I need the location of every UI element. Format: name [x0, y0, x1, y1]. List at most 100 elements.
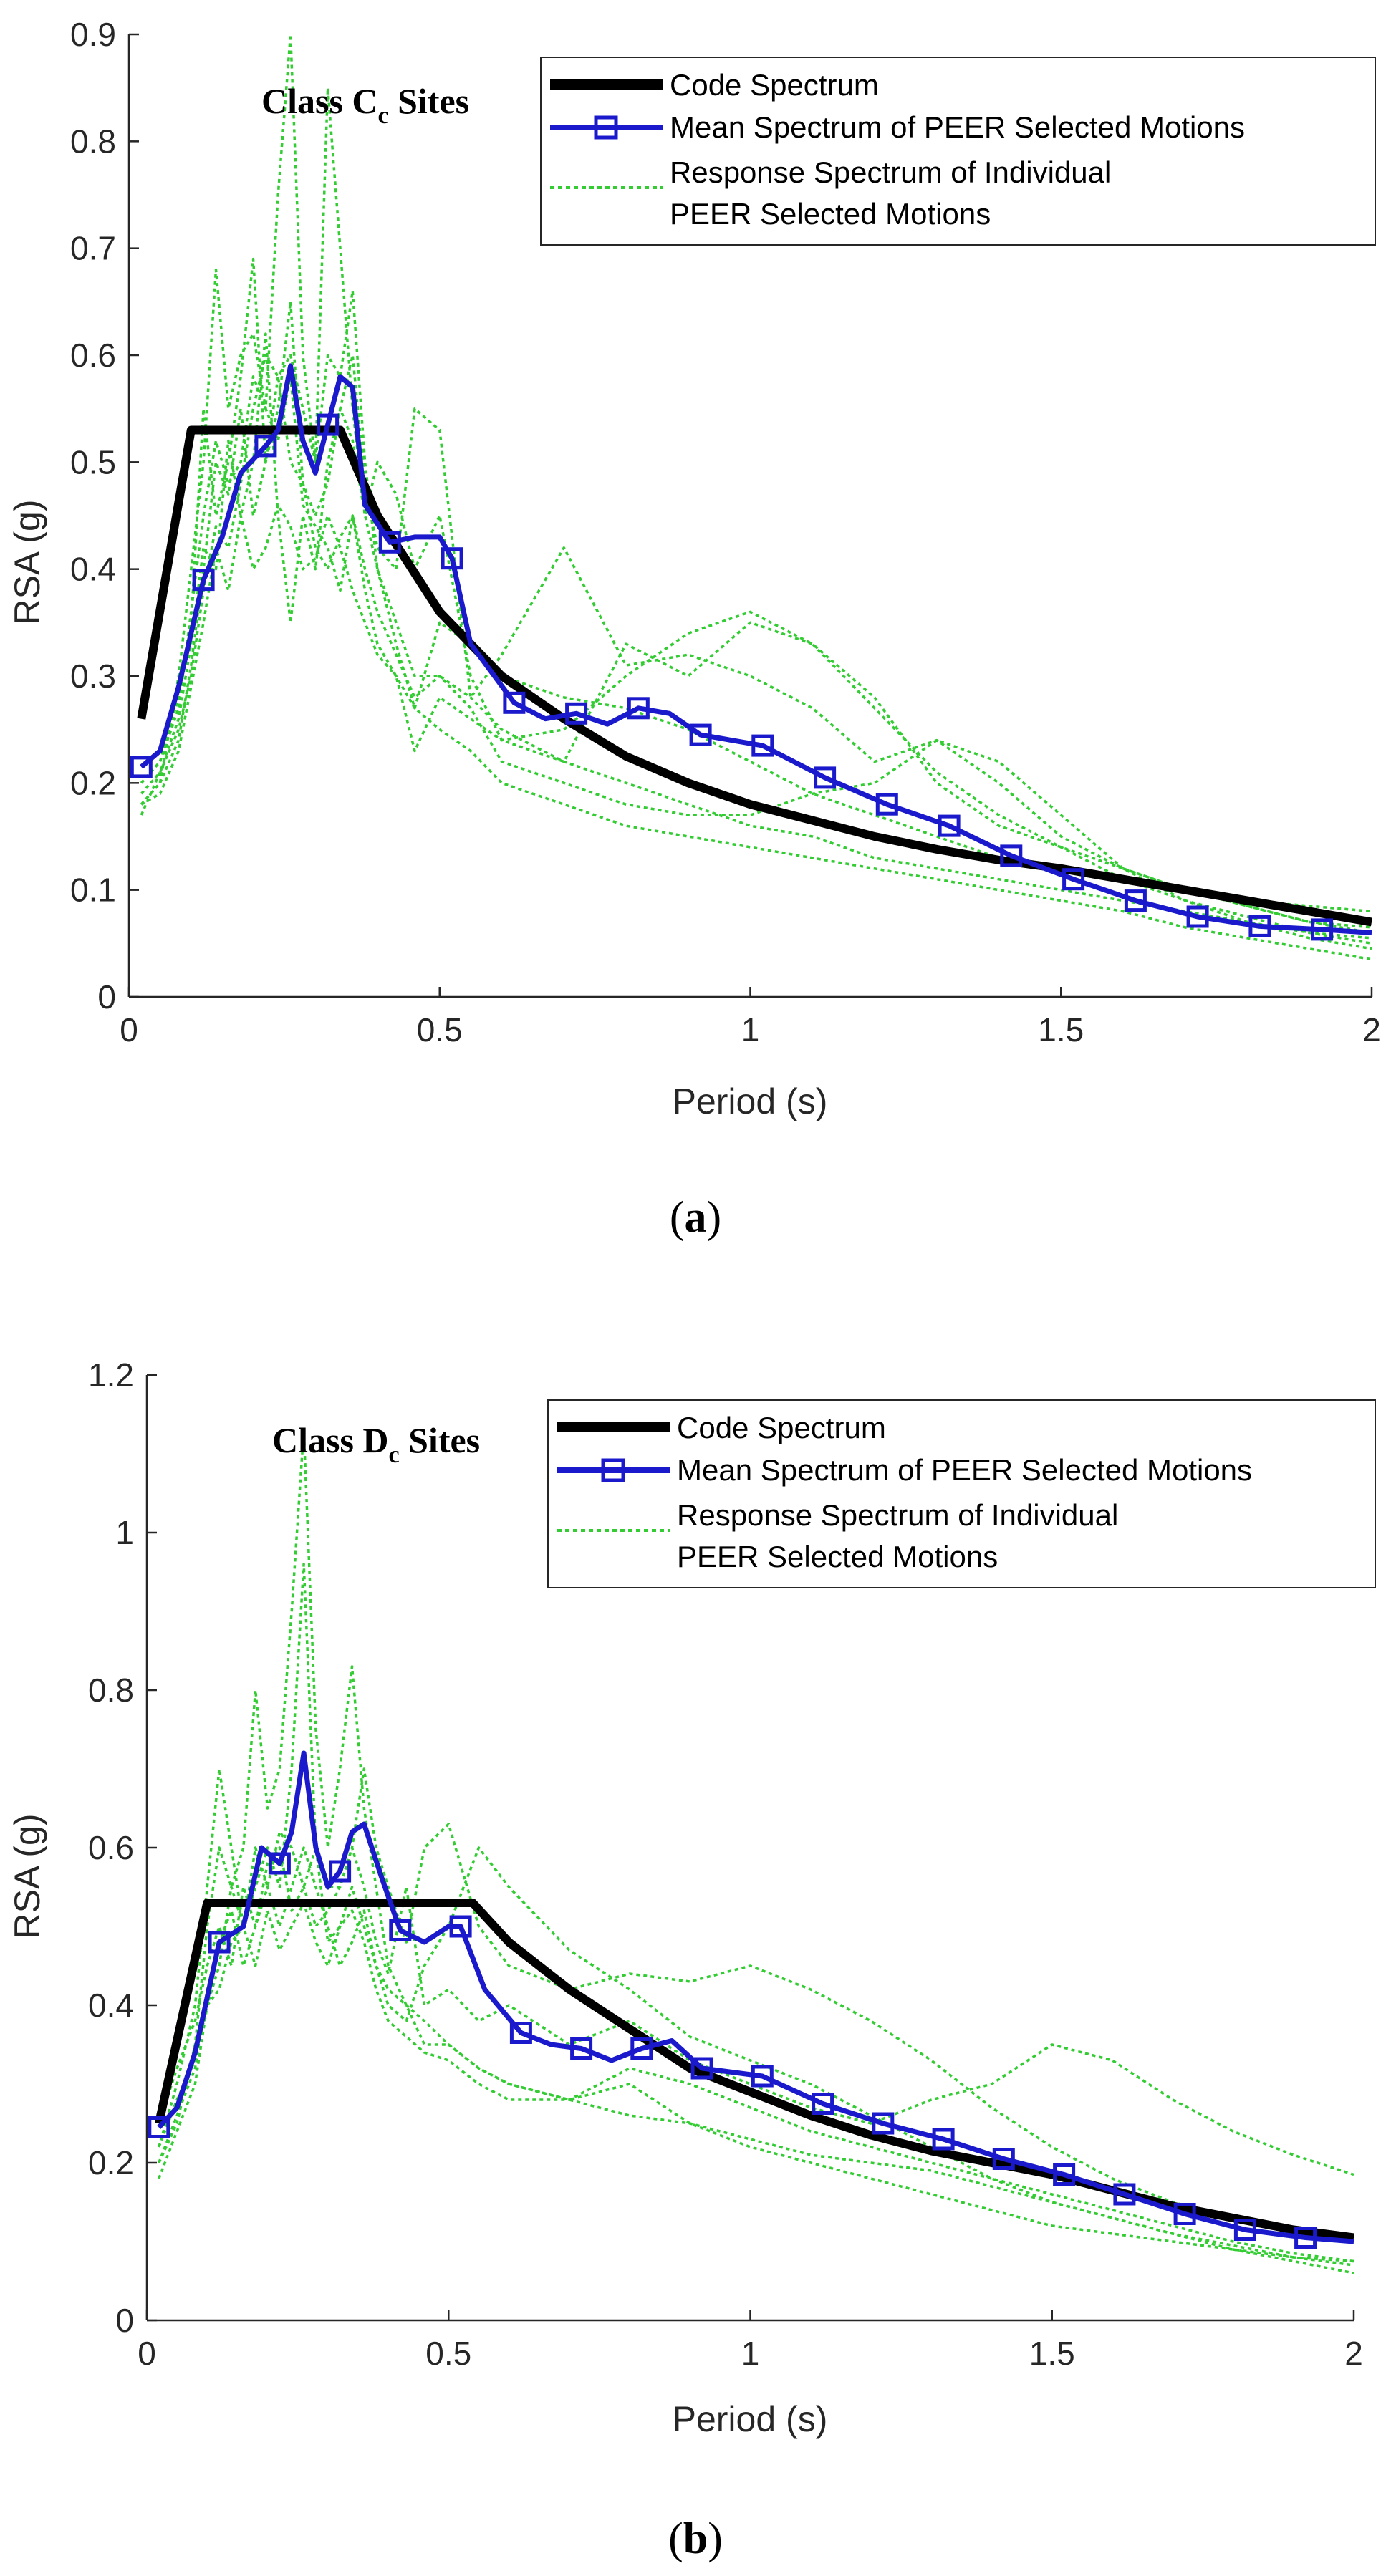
y-tick-label: 0.6	[88, 1829, 134, 1866]
x-axis-label: Period (s)	[673, 1081, 828, 1121]
legend-individual-label-line2: PEER Selected Motions	[677, 1540, 998, 1573]
mean-spectrum-marker	[389, 1919, 412, 1941]
mean-spectrum-marker	[1173, 2203, 1196, 2225]
y-tick-label: 0.1	[70, 872, 116, 909]
y-tick-label: 0.4	[70, 551, 116, 588]
legend: Code Spectrum Mean Spectrum of PEER Sele…	[547, 1399, 1376, 1588]
y-tick-label: 0.8	[88, 1671, 134, 1709]
mean-spectrum-marker	[992, 2148, 1015, 2170]
legend-mean-marker	[601, 1458, 625, 1482]
individual-spectrum-line-3	[158, 1830, 1354, 2179]
legend-individual-label-line1: Response Spectrum of Individual	[670, 155, 1111, 189]
y-tick-label: 0.2	[88, 2144, 134, 2181]
mean-spectrum-marker	[812, 2093, 834, 2115]
legend-box	[547, 1399, 1376, 1588]
individual-spectrum-line-5	[158, 1846, 1354, 2274]
y-tick-label: 0	[97, 978, 116, 1016]
mean-spectrum-marker	[1053, 2163, 1076, 2186]
legend-individual-label-line2: PEER Selected Motions	[670, 197, 991, 231]
y-tick-label: 0.2	[70, 764, 116, 801]
mean-spectrum-marker	[627, 697, 650, 720]
legend-code-label: Code Spectrum	[670, 68, 879, 102]
x-tick-label: 1	[741, 2335, 760, 2372]
mean-spectrum-marker	[441, 547, 463, 570]
legend: Code Spectrum Mean Spectrum of PEER Sele…	[540, 57, 1376, 246]
panel-label-b: (b)	[668, 2514, 723, 2563]
mean-spectrum-marker	[1294, 2227, 1317, 2249]
legend-mean-marker	[594, 115, 618, 140]
mean-spectrum-marker	[268, 1852, 291, 1875]
y-tick-label: 1	[115, 1514, 134, 1551]
y-tick-label: 0.5	[70, 443, 116, 481]
legend-individual-label-line1: Response Spectrum of Individual	[677, 1498, 1118, 1532]
mean-spectrum-marker	[875, 793, 898, 816]
mean-spectrum-marker	[690, 2057, 713, 2080]
mean-spectrum-marker	[1233, 2219, 1256, 2241]
y-tick-label: 0.9	[70, 16, 116, 53]
mean-spectrum-marker	[1186, 905, 1209, 928]
mean-spectrum-marker	[570, 2037, 593, 2060]
mean-spectrum-marker	[938, 814, 961, 837]
y-tick-label: 0.3	[70, 657, 116, 695]
individual-spectrum-line-1	[140, 33, 1372, 940]
x-tick-label: 0	[120, 1011, 138, 1048]
mean-spectrum-marker	[1062, 868, 1085, 891]
mean-spectrum-marker	[1113, 2183, 1136, 2206]
individual-spectrum-line-4	[158, 1846, 1354, 2267]
y-axis-label: RSA (g)	[7, 499, 47, 624]
mean-spectrum-marker	[378, 531, 401, 554]
mean-spectrum-marker	[872, 2112, 895, 2135]
mean-spectrum-marker	[1311, 918, 1334, 941]
legend-box	[540, 57, 1376, 246]
individual-spectrum-line-3	[140, 332, 1372, 929]
y-tick-label: 0.6	[70, 337, 116, 374]
individual-spectrum-line-1	[158, 1429, 1354, 2263]
mean-spectrum-marker	[565, 702, 588, 725]
y-axis-label: RSA (g)	[7, 1813, 47, 1939]
mean-spectrum-marker	[1000, 844, 1023, 867]
individual-spectrum-line-7	[140, 503, 1372, 961]
individual-spectrum-line-2	[140, 257, 1372, 913]
site-class-annotation: Class Cc Sites	[261, 81, 469, 129]
mean-spectrum-marker	[503, 691, 526, 714]
x-tick-label: 1.5	[1038, 1011, 1084, 1048]
mean-spectrum-marker	[814, 766, 837, 789]
y-tick-label: 0.8	[70, 122, 116, 160]
site-class-annotation: Class Dc Sites	[272, 1420, 480, 1468]
mean-spectrum-marker	[689, 723, 712, 746]
x-tick-label: 2	[1344, 2335, 1363, 2372]
legend-code-label: Code Spectrum	[677, 1411, 886, 1444]
legend-mean-label: Mean Spectrum of PEER Selected Motions	[670, 110, 1245, 144]
mean-spectrum-marker	[932, 2128, 955, 2151]
x-tick-label: 2	[1362, 1011, 1381, 1048]
panel-b-chart: 0 0.5 1 1.5 2 0 0.2 0.4 0.6 0.8 1 1.2 Period (s) RS…	[7, 1356, 1376, 2439]
mean-spectrum-marker	[329, 1860, 352, 1883]
x-tick-label: 0	[138, 2335, 156, 2372]
y-tick-label: 0.7	[70, 230, 116, 267]
individual-spectrum-line-6	[140, 375, 1372, 950]
x-tick-label: 1	[741, 1011, 760, 1048]
mean-spectrum-marker	[1248, 915, 1271, 937]
panel-label-a: (a)	[670, 1193, 721, 1242]
y-tick-label: 1.2	[88, 1356, 134, 1394]
panel-a-chart: 0 0.5 1 1.5 2 0 0.1 0.2 0.3 0.4 0.5 0.6 0.7 0.8 0.9 Pe…	[7, 16, 1381, 1121]
mean-spectrum-marker	[751, 734, 774, 757]
mean-spectrum-marker	[254, 435, 277, 458]
mean-spectrum-marker	[449, 1915, 472, 1938]
mean-spectrum-marker	[630, 2037, 653, 2060]
mean-spectrum-marker	[751, 2065, 774, 2088]
individual-spectrum-line-6	[158, 1901, 1354, 2263]
mean-spectrum-marker	[317, 413, 340, 436]
x-tick-label: 0.5	[417, 1011, 463, 1048]
y-tick-label: 0.4	[88, 1987, 134, 2024]
x-tick-label: 0.5	[425, 2335, 471, 2372]
mean-spectrum-marker	[1124, 889, 1147, 912]
mean-spectrum-marker	[130, 756, 153, 778]
x-axis-label: Period (s)	[673, 2399, 828, 2439]
x-tick-label: 1.5	[1029, 2335, 1075, 2372]
mean-spectrum-marker	[148, 2116, 170, 2138]
mean-spectrum-marker	[509, 2022, 532, 2044]
legend-mean-label: Mean Spectrum of PEER Selected Motions	[677, 1453, 1252, 1487]
individual-spectrum-line-4	[140, 354, 1372, 935]
mean-spectrum-line	[157, 1750, 1354, 2244]
